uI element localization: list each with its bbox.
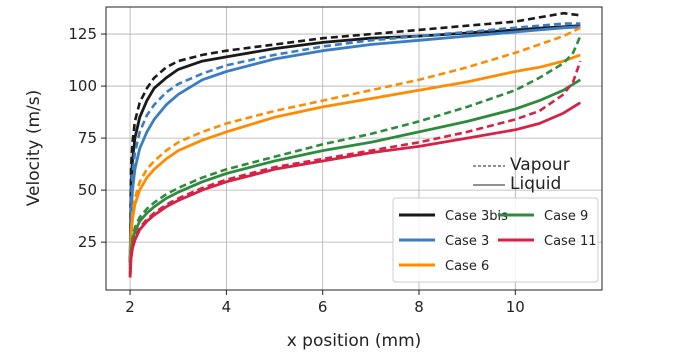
x-tick-label: 4 bbox=[222, 298, 232, 316]
legend: Case 3bis Case 3 Case 6 Case 9 Case 11 bbox=[392, 197, 599, 283]
series-case-11-vapour-line bbox=[128, 60, 582, 278]
series-case-3bis-liquid-line bbox=[128, 24, 581, 263]
line-style-label-liquid: Liquid bbox=[510, 174, 561, 194]
series-case-9-liquid-line bbox=[128, 78, 582, 276]
x-tick-label: 10 bbox=[506, 298, 525, 316]
series-case-6-liquid-line bbox=[128, 53, 581, 274]
x-tick-label: 2 bbox=[125, 298, 135, 316]
series-case-11-liquid-line bbox=[128, 101, 582, 278]
series-case-3bis-vapour-line bbox=[128, 11, 581, 263]
legend-label-case-9: Case 9 bbox=[544, 209, 588, 224]
legend-box bbox=[392, 197, 599, 283]
legend-label-case-11: Case 11 bbox=[544, 234, 597, 249]
series-layer bbox=[128, 11, 582, 278]
series-case-6-vapour-line bbox=[128, 26, 581, 274]
legend-label-case-6: Case 6 bbox=[445, 259, 489, 274]
y-tick-label: 100 bbox=[68, 77, 97, 95]
y-tick-label: 125 bbox=[68, 25, 97, 43]
series-case-9-vapour-line bbox=[128, 35, 582, 276]
y-tick-label: 50 bbox=[78, 181, 97, 199]
x-tick-label: 8 bbox=[414, 298, 424, 316]
series-case-3-liquid-line bbox=[128, 25, 581, 270]
axis-ticks: 2 4 6 8 10 25 50 75 100 125 bbox=[68, 25, 525, 316]
y-axis-label: Velocity (m/s) bbox=[24, 90, 44, 207]
x-tick-label: 6 bbox=[318, 298, 328, 316]
y-tick-label: 25 bbox=[78, 233, 97, 251]
legend-label-case-3: Case 3 bbox=[445, 234, 489, 249]
plot-frame bbox=[105, 6, 603, 291]
x-axis-label: x position (mm) bbox=[287, 331, 422, 351]
line-style-label-vapour: Vapour bbox=[510, 155, 570, 175]
y-tick-label: 75 bbox=[78, 129, 97, 147]
legend-label-case-3bis: Case 3bis bbox=[445, 209, 508, 224]
